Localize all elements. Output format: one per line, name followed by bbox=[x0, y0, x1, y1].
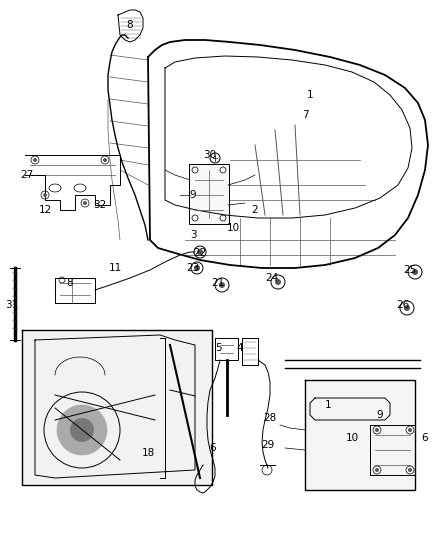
Text: 3: 3 bbox=[190, 230, 196, 240]
Text: 5: 5 bbox=[215, 343, 221, 353]
Circle shape bbox=[43, 193, 47, 197]
Text: 10: 10 bbox=[226, 223, 240, 233]
Text: 31: 31 bbox=[5, 300, 19, 310]
Text: 11: 11 bbox=[108, 263, 122, 273]
Text: 26: 26 bbox=[396, 300, 410, 310]
Circle shape bbox=[408, 428, 412, 432]
Text: 9: 9 bbox=[190, 190, 196, 200]
Circle shape bbox=[197, 249, 203, 255]
Circle shape bbox=[57, 405, 107, 455]
Circle shape bbox=[219, 282, 225, 288]
Text: 29: 29 bbox=[261, 440, 275, 450]
Text: 10: 10 bbox=[346, 433, 359, 443]
Text: 2: 2 bbox=[252, 205, 258, 215]
Circle shape bbox=[375, 428, 379, 432]
Text: 8: 8 bbox=[67, 278, 73, 288]
Circle shape bbox=[404, 305, 410, 311]
Text: 25: 25 bbox=[403, 265, 417, 275]
Circle shape bbox=[412, 269, 418, 275]
Text: 1: 1 bbox=[307, 90, 313, 100]
Bar bbox=[305, 380, 415, 490]
Circle shape bbox=[194, 265, 200, 271]
Circle shape bbox=[83, 201, 87, 205]
Bar bbox=[22, 330, 212, 485]
Text: 18: 18 bbox=[141, 448, 155, 458]
Text: 30: 30 bbox=[203, 150, 216, 160]
Circle shape bbox=[33, 158, 37, 162]
Text: 28: 28 bbox=[263, 413, 277, 423]
FancyBboxPatch shape bbox=[189, 164, 229, 224]
Text: 22: 22 bbox=[193, 248, 207, 258]
Circle shape bbox=[70, 418, 94, 442]
Text: 6: 6 bbox=[422, 433, 428, 443]
Text: 23: 23 bbox=[187, 263, 200, 273]
Text: 9: 9 bbox=[377, 410, 383, 420]
Text: 21: 21 bbox=[212, 278, 225, 288]
Text: 32: 32 bbox=[93, 200, 106, 210]
Text: 8: 8 bbox=[127, 20, 133, 30]
Text: 24: 24 bbox=[265, 273, 279, 283]
Text: 1: 1 bbox=[325, 400, 331, 410]
Text: 7: 7 bbox=[302, 110, 308, 120]
Text: 27: 27 bbox=[21, 170, 34, 180]
Circle shape bbox=[408, 468, 412, 472]
Circle shape bbox=[375, 468, 379, 472]
Text: 12: 12 bbox=[39, 205, 52, 215]
Text: 4: 4 bbox=[237, 343, 244, 353]
Circle shape bbox=[103, 158, 107, 162]
Circle shape bbox=[275, 279, 281, 285]
Text: 6: 6 bbox=[210, 443, 216, 453]
